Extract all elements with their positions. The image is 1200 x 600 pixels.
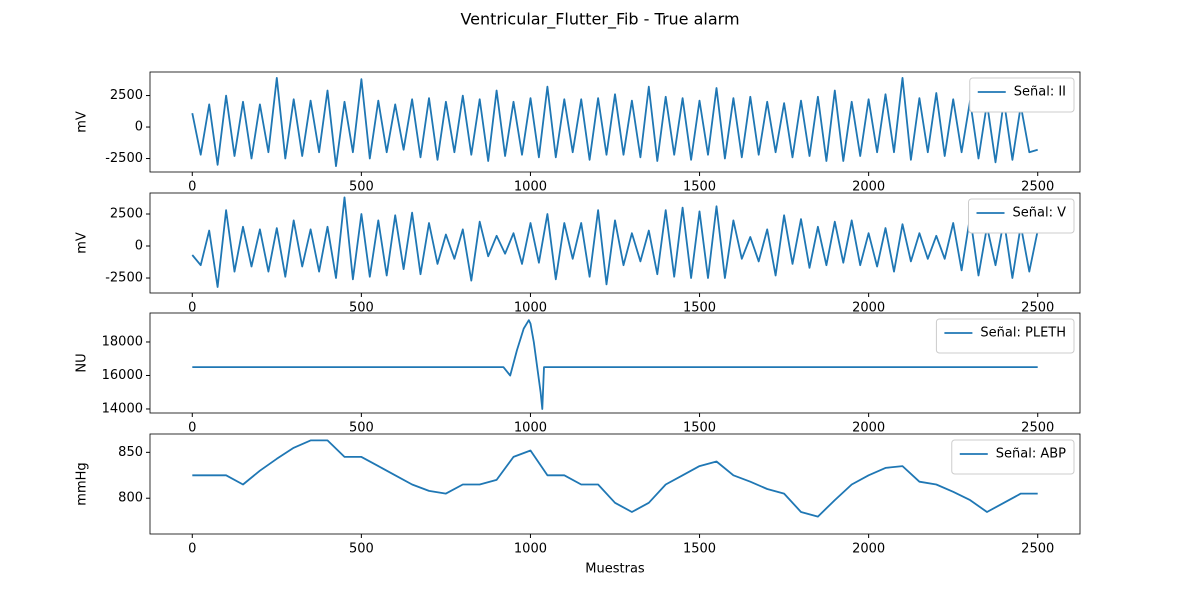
subplot: 0 500 1000 1500 2000 2500 14000 16000 18000 NU Señ… (75, 312, 1081, 436)
x-tick-label: 500 (349, 542, 374, 557)
y-axis-label: NU (75, 353, 90, 372)
y-tick-label: 16000 (102, 368, 143, 383)
legend-label: Señal: V (1013, 206, 1067, 221)
plot-frame (149, 312, 1081, 414)
plot-frame (149, 192, 1081, 294)
x-tick-label: 1000 (514, 542, 547, 557)
x-tick-label: 1000 (514, 180, 547, 195)
y-axis-label: mmHg (75, 462, 90, 505)
x-tick-label: 0 (188, 421, 196, 436)
legend-label: Señal: ABP (996, 447, 1066, 462)
x-tick-label: 500 (349, 301, 374, 316)
x-tick-label: 2000 (852, 180, 885, 195)
x-tick-label: 2500 (1021, 421, 1054, 436)
x-axis-label: Muestras (585, 562, 645, 577)
subplot: 0 500 1000 1500 2000 2500 -2500 0 2500 mV Señal: I… (75, 71, 1081, 195)
x-tick-label: 0 (188, 180, 196, 195)
figure-title: Ventricular_Flutter_Fib - True alarm (460, 10, 739, 30)
y-tick-label: 800 (118, 491, 143, 506)
subplot: 0 500 1000 1500 2000 2500 800 850 mmHg Muestras Se… (75, 433, 1081, 577)
y-tick-label: 2500 (110, 88, 143, 103)
data-line (191, 196, 1039, 288)
y-tick-label: 0 (135, 239, 143, 254)
x-tick-label: 2500 (1021, 180, 1054, 195)
y-tick-label: 0 (135, 120, 143, 135)
data-line (192, 319, 1038, 410)
x-tick-label: 1500 (683, 301, 716, 316)
y-tick-label: -2500 (105, 151, 143, 166)
legend: Señal: V (968, 198, 1075, 234)
x-tick-label: 1500 (683, 180, 716, 195)
y-tick-label: 2500 (110, 206, 143, 221)
data-line (192, 439, 1038, 518)
x-tick-label: 1500 (683, 421, 716, 436)
y-tick-label: 14000 (102, 401, 143, 416)
y-tick-label: 18000 (102, 334, 143, 349)
x-tick-label: 2000 (852, 542, 885, 557)
x-tick-label: 2500 (1021, 301, 1054, 316)
legend: Señal: PLETH (935, 318, 1075, 354)
x-tick-label: 0 (188, 301, 196, 316)
legend-label: Señal: II (1014, 85, 1066, 100)
x-tick-label: 0 (188, 542, 196, 557)
y-tick-label: 850 (118, 445, 143, 460)
x-tick-label: 500 (349, 180, 374, 195)
x-tick-label: 2000 (852, 301, 885, 316)
y-axis-label: mV (75, 232, 90, 254)
y-tick-label: -2500 (105, 271, 143, 286)
legend-box (951, 439, 1075, 475)
legend-box (935, 318, 1075, 354)
y-axis-label: mV (75, 111, 90, 133)
x-tick-label: 500 (349, 421, 374, 436)
legend-label: Señal: PLETH (980, 326, 1066, 341)
legend-box (968, 198, 1075, 234)
subplot: 0 500 1000 1500 2000 2500 -2500 0 2500 mV Señal: V (75, 192, 1081, 316)
legend: Señal: ABP (951, 439, 1075, 475)
plot-frame (149, 433, 1081, 535)
plot-frame (149, 71, 1081, 173)
x-tick-label: 2500 (1021, 542, 1054, 557)
x-tick-label: 1000 (514, 421, 547, 436)
x-tick-label: 1500 (683, 542, 716, 557)
data-line (191, 77, 1038, 167)
x-tick-label: 1000 (514, 301, 547, 316)
x-tick-label: 2000 (852, 421, 885, 436)
legend: Señal: II (969, 77, 1075, 113)
legend-box (969, 77, 1075, 113)
